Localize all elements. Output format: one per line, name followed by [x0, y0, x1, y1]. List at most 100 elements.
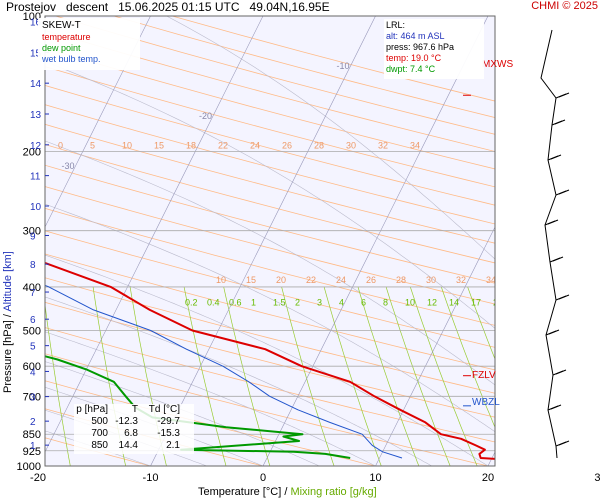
dry-adiabat-line [45, 144, 495, 264]
x-tick-label: -10 [143, 472, 159, 484]
x-axis-title: Temperature [°C] / Mixing ratio [g/kg] [198, 486, 377, 498]
table-cell: 700 [91, 428, 108, 439]
dry-adiabat-line [45, 253, 495, 371]
table-cell: 14.4 [118, 440, 138, 451]
y-tick-label-pressure: 700 [23, 391, 41, 403]
y-tick-label-pressure: 850 [23, 429, 41, 441]
levels-table-header: p [hPa] T Td [°C] [74, 404, 194, 416]
table-cell: 500 [91, 416, 108, 427]
brand-copyright: CHMI © 2025 [531, 0, 598, 12]
dry-adiabat-label: 15 [154, 140, 164, 150]
y-tick-label-altitude: 11 [30, 172, 41, 183]
level-marker-label: MXWS [482, 59, 513, 70]
mixing-ratio-label: 8 [383, 298, 388, 308]
y-axis-title-pressure: Pressure [hPa] [2, 320, 14, 393]
y-tick-label-altitude: 16 [30, 18, 42, 29]
lrl-title: LRL: [386, 20, 406, 30]
mixing-ratio-label: 0.6 [229, 298, 242, 308]
isotherm-line [45, 16, 264, 453]
table-header-temp: T [131, 404, 138, 415]
mixing-ratio-label: 6 [361, 298, 366, 308]
legend-wet-bulb: wet bulb temp. [42, 54, 101, 64]
legend-temperature: temperature [42, 32, 91, 42]
mixing-ratio-label: 20 [493, 298, 503, 308]
y-tick-label-pressure: 100 [23, 11, 41, 23]
table-cell: -15.3 [157, 428, 180, 439]
table-row: 500 -12.3 -29.7 [74, 416, 194, 428]
isotherm-line [45, 16, 151, 228]
y-tick-label-altitude: 15 [30, 48, 42, 59]
isotherm-line [487, 451, 495, 466]
mixing-ratio-label: 17 [471, 298, 481, 308]
y-tick-label-pressure: 1000 [17, 461, 41, 473]
wind-barb [558, 92, 570, 98]
mixing-ratio-line [504, 287, 582, 466]
dry-adiabat-label: 32 [378, 140, 388, 150]
lrl-altitude: alt: 464 m ASL [386, 31, 445, 41]
y-tick-label-altitude: 4 [30, 367, 36, 378]
dry-adiabat-label: 26 [282, 140, 292, 150]
x-tick-label: 30 [594, 472, 600, 484]
x-tick-label: 20 [482, 472, 494, 484]
dry-adiabat-label: 28 [396, 275, 406, 285]
dry-adiabat-line [45, 186, 495, 305]
mixing-ratio-label: 25 [515, 298, 525, 308]
dry-adiabat-line [45, 123, 495, 244]
isotherm-label: -20 [199, 111, 212, 121]
plot-frame [44, 15, 496, 467]
isotherm-label: -10 [337, 61, 350, 71]
lrl-dewpoint: dwpt: 7.4 °C [386, 64, 436, 74]
level-marker-label: WBZL [472, 397, 500, 408]
y-tick-label-altitude: 1 [30, 441, 36, 452]
moist-adiabat-line [45, 140, 495, 386]
dry-adiabat-line [45, 277, 495, 394]
y-axis-title: Pressure [hPa] / Altitude [km] [2, 251, 14, 393]
dewpoint-profile-line [45, 355, 351, 459]
moist-adiabat-line [45, 203, 495, 433]
y-tick-label-altitude: 13 [30, 110, 42, 121]
dry-adiabat-label: 30 [346, 140, 356, 150]
dry-adiabat-label: 18 [186, 140, 196, 150]
sounding-datetime: 15.06.2025 01:15 UTC [118, 0, 240, 14]
wind-barb [547, 219, 559, 225]
dry-adiabat-label: 32 [456, 275, 466, 285]
x-tick-label: -20 [30, 472, 46, 484]
y-tick-label-pressure: 500 [23, 326, 41, 338]
y-tick-label-pressure: 200 [23, 146, 41, 158]
dry-adiabat-line [45, 104, 495, 225]
table-cell: 2.1 [166, 440, 180, 451]
moist-adiabat-line [45, 61, 495, 329]
wind-profile-line [540, 29, 558, 459]
mixing-ratio-label: 14 [449, 298, 459, 308]
table-cell: 850 [91, 440, 108, 451]
y-axis-title-altitude: Altitude [km] [2, 251, 14, 312]
y-tick-label-altitude: 14 [30, 79, 42, 90]
y-tick-label-altitude: 10 [30, 202, 42, 213]
dry-adiabat-label: 24 [336, 275, 346, 285]
wind-barb [554, 119, 566, 125]
y-tick-label-pressure: 600 [23, 361, 41, 373]
mixing-ratio-label: 1 [251, 298, 256, 308]
dry-adiabat-label: 30 [426, 275, 436, 285]
wind-barb [558, 440, 570, 446]
dry-adiabat-label: 10 [122, 140, 132, 150]
isotherm-line [150, 16, 376, 466]
mixing-ratio-label: 0.4 [207, 298, 220, 308]
y-tick-label-altitude: 5 [30, 342, 36, 353]
wind-barb [552, 256, 564, 262]
lrl-info-box: LRL: alt: 464 m ASL press: 967.6 hPa tem… [384, 19, 484, 79]
y-tick-label-altitude: 2 [30, 417, 36, 428]
plot-background [45, 16, 495, 466]
y-axis-title-separator: / [2, 311, 14, 321]
mixing-ratio-label: 10 [405, 298, 415, 308]
legend-dew-point: dew point [42, 43, 81, 53]
mixing-ratio-label: 1.5 [273, 298, 286, 308]
dry-adiabat-label: 28 [314, 140, 324, 150]
lrl-temperature: temp: 19.0 °C [386, 53, 442, 63]
x-axis-title-mixing-ratio: Mixing ratio [g/kg] [290, 486, 377, 498]
isotherm-line [375, 226, 495, 466]
dry-adiabat-label: 5 [90, 140, 95, 150]
dry-adiabat-label: 34 [410, 140, 420, 150]
wind-barb [558, 294, 570, 300]
isotherm-line [262, 16, 489, 466]
